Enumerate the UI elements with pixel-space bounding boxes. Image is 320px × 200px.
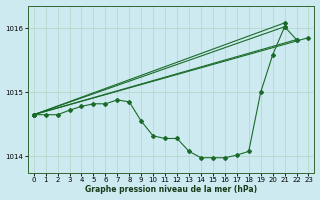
X-axis label: Graphe pression niveau de la mer (hPa): Graphe pression niveau de la mer (hPa) [85,185,257,194]
